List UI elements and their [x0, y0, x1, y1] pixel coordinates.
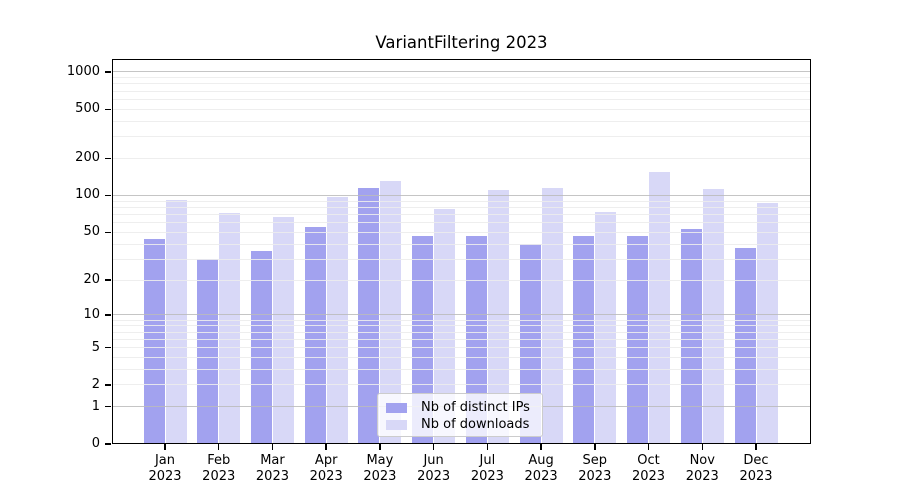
- x-tick-mark: [271, 444, 274, 450]
- x-tick-label-feb: Feb 2023: [202, 453, 236, 484]
- y-tick-mark: [105, 71, 111, 73]
- x-tick-mark: [379, 444, 381, 450]
- bar-distinct-ips-feb: [197, 259, 219, 444]
- x-tick-label-sep: Sep 2023: [578, 453, 612, 484]
- bar-distinct-ips-may: [358, 188, 380, 444]
- y-tick-mark: [105, 443, 111, 445]
- y-tick-mark: [105, 346, 111, 349]
- bar-distinct-ips-apr: [304, 227, 326, 444]
- bar-distinct-ips-sep: [573, 235, 595, 444]
- bar-distinct-ips-mar: [250, 251, 272, 444]
- bar-distinct-ips-jun: [412, 235, 434, 444]
- bar-downloads-apr: [326, 197, 348, 444]
- x-tick-label-apr: Apr 2023: [309, 453, 343, 484]
- plot-area: Nb of distinct IPs Nb of downloads: [112, 59, 811, 444]
- chart-title: VariantFiltering 2023: [375, 33, 548, 52]
- bar-downloads-nov: [702, 189, 724, 444]
- y-tick-label: 100: [75, 187, 100, 203]
- bar-downloads-jan: [165, 199, 187, 444]
- x-tick-label-jul: Jul 2023: [470, 453, 504, 484]
- y-tick-mark: [105, 405, 111, 408]
- bar-downloads-jul: [487, 190, 509, 444]
- y-tick-mark: [105, 194, 111, 197]
- legend: Nb of distinct IPs Nb of downloads: [377, 393, 543, 437]
- y-tick-label: 5: [91, 339, 100, 355]
- x-tick-mark: [540, 444, 542, 450]
- y-tick-mark: [105, 384, 111, 386]
- x-tick-label-aug: Aug 2023: [524, 453, 558, 484]
- x-tick-label-nov: Nov 2023: [685, 453, 719, 484]
- y-tick-mark: [105, 108, 111, 110]
- y-tick-label: 1000: [66, 63, 100, 79]
- x-tick-label-dec: Dec 2023: [739, 453, 773, 484]
- bar-downloads-oct: [649, 172, 671, 444]
- bar-downloads-mar: [272, 216, 294, 444]
- x-tick-mark: [647, 444, 650, 450]
- y-tick-mark: [105, 231, 111, 233]
- x-tick-mark: [701, 444, 703, 450]
- x-tick-label-mar: Mar 2023: [255, 453, 289, 484]
- x-tick-mark: [218, 444, 220, 450]
- legend-swatch-downloads: [386, 420, 407, 430]
- x-tick-label-oct: Oct 2023: [631, 453, 666, 484]
- bar-distinct-ips-jan: [143, 239, 165, 444]
- y-tick-mark: [105, 157, 111, 160]
- bar-downloads-feb: [219, 212, 241, 444]
- y-tick-label: 200: [75, 150, 100, 166]
- bar-distinct-ips-jul: [465, 235, 487, 444]
- x-tick-mark: [164, 444, 166, 450]
- y-tick-label: 50: [83, 224, 100, 240]
- x-tick-mark: [432, 444, 435, 450]
- y-tick-label: 1: [91, 398, 100, 414]
- bar-downloads-sep: [595, 212, 617, 444]
- bar-distinct-ips-nov: [680, 229, 702, 444]
- x-tick-label-jun: Jun 2023: [417, 453, 451, 484]
- legend-label-distinct-ips: Nb of distinct IPs: [421, 400, 530, 415]
- x-tick-label-may: May 2023: [363, 453, 397, 484]
- legend-label-downloads: Nb of downloads: [421, 417, 530, 432]
- bar-downloads-dec: [756, 202, 778, 444]
- y-tick-mark: [105, 279, 111, 281]
- y-tick-label: 0: [91, 436, 100, 451]
- y-tick-label: 500: [75, 101, 100, 117]
- legend-swatch-distinct-ips: [386, 403, 407, 413]
- bar-downloads-may: [380, 181, 402, 444]
- legend-item-downloads: Nb of downloads: [386, 417, 542, 433]
- y-tick-mark: [105, 314, 111, 316]
- y-tick-label: 2: [91, 376, 100, 392]
- x-tick-mark: [755, 444, 757, 450]
- bar-distinct-ips-oct: [627, 235, 649, 444]
- x-tick-mark: [594, 444, 596, 450]
- x-tick-mark: [486, 444, 489, 450]
- x-tick-label-jan: Jan 2023: [148, 453, 182, 484]
- bars-layer: [112, 59, 811, 444]
- bar-downloads-aug: [541, 188, 563, 444]
- legend-item-distinct-ips: Nb of distinct IPs: [386, 400, 542, 416]
- y-tick-label: 20: [83, 272, 100, 288]
- bar-distinct-ips-dec: [734, 248, 756, 444]
- y-tick-label: 10: [83, 306, 100, 322]
- x-tick-mark: [325, 444, 327, 450]
